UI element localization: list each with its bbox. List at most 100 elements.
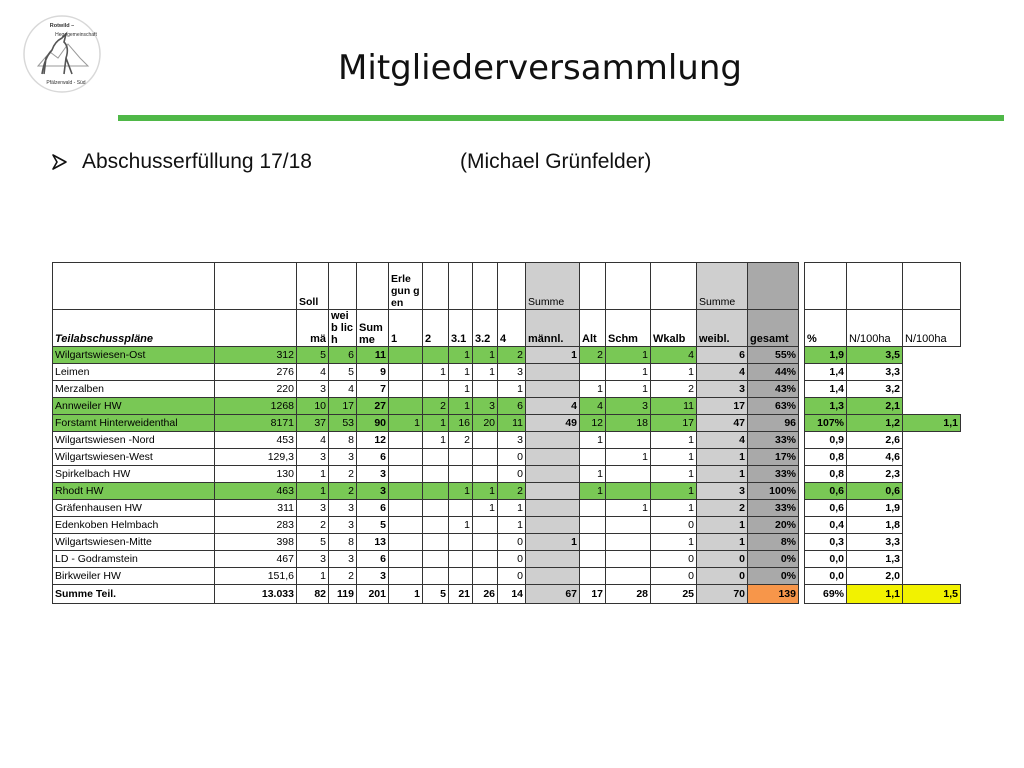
table-row: Merzalben 220 3 4 7 1 1 1 1 2 3 43% 1,4 3,2 (52, 380, 961, 398)
total-cell: 25 (650, 584, 697, 604)
data-cell: 3 (497, 363, 526, 381)
data-cell: 0,0 (804, 567, 847, 585)
data-cell: 20% (747, 516, 799, 534)
data-cell: 2 (422, 397, 449, 415)
data-cell: 2 (696, 499, 748, 517)
data-cell: 47 (696, 414, 748, 432)
data-cell: 1 (525, 346, 580, 364)
data-cell: 2 (650, 380, 697, 398)
total-cell: 1,5 (902, 584, 961, 604)
bullet-line: Abschusserfüllung 17/18 (Michael Grünfel… (50, 150, 651, 174)
data-cell: 33% (747, 499, 799, 517)
bullet-text: Abschusserfüllung 17/18 (82, 150, 312, 173)
data-cell: 0,0 (804, 550, 847, 568)
header-cell: 4 (497, 309, 526, 347)
table-row: Birkweiler HW 151,6 1 2 3 0 0 0 0% 0,0 2,0 (52, 567, 961, 585)
total-cell: 1 (388, 584, 423, 604)
header-cell (52, 262, 215, 310)
data-cell: 1 (696, 465, 748, 483)
data-cell: 3 (296, 499, 329, 517)
total-cell: 82 (296, 584, 329, 604)
data-cell: 1 (422, 431, 449, 449)
harvest-table: Soll Erle gun gen Summe Summe Teilabschusspl… (52, 262, 961, 604)
header-cell (448, 262, 473, 310)
data-cell: 4 (328, 380, 357, 398)
data-cell (525, 363, 580, 381)
row-name: Rhodt HW (52, 482, 215, 500)
total-cell: 17 (579, 584, 606, 604)
data-cell (605, 567, 651, 585)
logo-line1: Rotwild – (50, 23, 74, 29)
data-cell: 283 (214, 516, 297, 534)
data-cell: 312 (214, 346, 297, 364)
data-cell: 18 (605, 414, 651, 432)
data-cell: 1 (605, 380, 651, 398)
column-separator (798, 414, 805, 432)
data-cell: 3,5 (846, 346, 903, 364)
table-row: Wilgartswiesen -Nord 453 4 8 12 1 2 3 1 1 4 33% 0,9 2… (52, 431, 961, 449)
logo-line2: Hegegemeinschaft (55, 32, 97, 38)
data-cell (448, 448, 473, 466)
data-cell: 3 (328, 448, 357, 466)
data-cell: 3 (328, 550, 357, 568)
data-cell: 1,9 (804, 346, 847, 364)
data-cell (422, 533, 449, 551)
header-cell (472, 262, 498, 310)
header-row-1: Soll Erle gun gen Summe Summe (52, 262, 961, 310)
data-cell: 6 (356, 499, 389, 517)
header-cell: mä (296, 309, 329, 347)
data-cell: 1,3 (846, 550, 903, 568)
data-cell: 3,3 (846, 363, 903, 381)
data-cell: 1 (605, 363, 651, 381)
data-cell (525, 465, 580, 483)
header-cell: 1 (388, 309, 423, 347)
table-title: Teilabschusspläne (52, 309, 215, 347)
header-cell (214, 262, 297, 310)
data-cell: 33% (747, 431, 799, 449)
data-cell (388, 397, 423, 415)
data-cell (388, 380, 423, 398)
data-cell: 0 (650, 567, 697, 585)
data-cell (388, 567, 423, 585)
table-row: Leimen 276 4 5 9 1 1 1 3 1 1 4 44% 1,4 3,3 (52, 363, 961, 381)
data-cell: 1 (605, 346, 651, 364)
data-cell: 1 (422, 414, 449, 432)
data-cell: 3 (605, 397, 651, 415)
data-cell (605, 550, 651, 568)
data-cell: 37 (296, 414, 329, 432)
data-cell: 8 (328, 533, 357, 551)
data-cell: 2 (328, 465, 357, 483)
data-cell: 3 (328, 499, 357, 517)
total-cell: 26 (472, 584, 498, 604)
column-separator (798, 482, 805, 500)
data-cell: 1 (525, 533, 580, 551)
data-cell (579, 363, 606, 381)
data-cell: 1,9 (846, 499, 903, 517)
data-cell: 2 (448, 431, 473, 449)
data-cell: 90 (356, 414, 389, 432)
data-cell: 3 (696, 380, 748, 398)
data-cell: 1 (579, 465, 606, 483)
data-cell (472, 567, 498, 585)
column-separator (798, 431, 805, 449)
data-cell: 0 (497, 550, 526, 568)
data-cell (472, 465, 498, 483)
data-cell: 63% (747, 397, 799, 415)
data-cell (579, 567, 606, 585)
data-cell: 0,3 (804, 533, 847, 551)
data-cell: 44% (747, 363, 799, 381)
header-cell (747, 262, 799, 310)
data-cell: 0,6 (804, 499, 847, 517)
total-cell: 28 (605, 584, 651, 604)
data-cell: 12 (579, 414, 606, 432)
data-cell (525, 567, 580, 585)
data-cell: 1 (472, 346, 498, 364)
data-cell (388, 363, 423, 381)
data-cell (525, 448, 580, 466)
total-label: Summe Teil. (52, 584, 215, 604)
data-cell (422, 482, 449, 500)
header-cell (328, 262, 357, 310)
header-cell: Summe (525, 262, 580, 310)
data-cell (422, 550, 449, 568)
data-cell (388, 448, 423, 466)
